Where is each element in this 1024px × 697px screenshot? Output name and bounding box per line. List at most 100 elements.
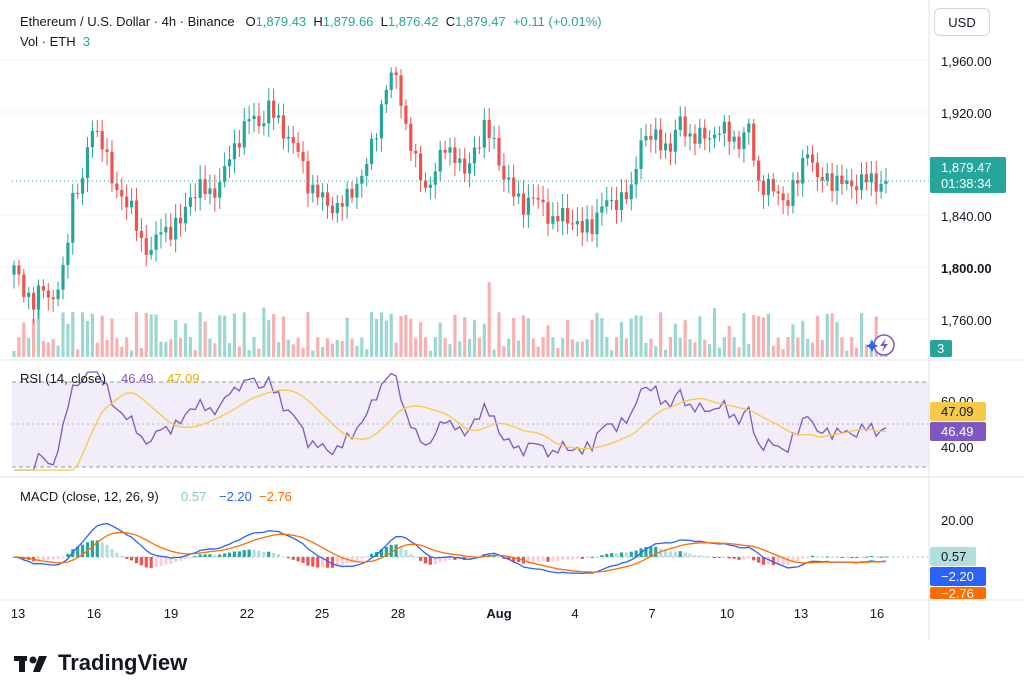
candle-body [840, 175, 844, 184]
macd-hist-bar [512, 557, 516, 562]
volume-bar [272, 314, 276, 357]
macd-hist-bar [722, 557, 726, 558]
candle-body [820, 177, 824, 181]
macd-hist-bar [139, 557, 143, 566]
rsi-band [12, 382, 929, 467]
replay-icon[interactable] [866, 334, 895, 356]
candle-body [472, 147, 477, 164]
macd-hist-bar [232, 551, 237, 557]
macd-hist-bar [659, 548, 663, 557]
candle-body [321, 192, 325, 198]
candle-body [565, 207, 570, 224]
macd-title: MACD (close, 12, 26, 9) [20, 489, 159, 504]
candle-body [752, 123, 756, 161]
candle-body [835, 175, 839, 191]
volume-bar [561, 337, 565, 357]
candle-body [17, 265, 21, 275]
candle-body [610, 200, 614, 202]
candle-body [791, 180, 795, 206]
macd-hist-bar [761, 557, 766, 565]
macd-hist-bar [663, 549, 668, 557]
volume-bar [428, 350, 432, 357]
volume-bar [742, 313, 746, 357]
volume-bar [129, 350, 134, 357]
currency-button[interactable]: USD [934, 8, 990, 36]
candle-body [497, 137, 501, 166]
candles[interactable] [12, 66, 888, 324]
macd-hist-bar [855, 557, 859, 558]
high-value: 1,879.66 [322, 14, 374, 29]
candle-body [105, 149, 109, 152]
volume-bar [815, 315, 820, 357]
volume-bar [678, 337, 682, 357]
candle-body [781, 193, 785, 201]
volume-bar [193, 350, 197, 357]
volume-bars [12, 282, 888, 357]
volume-bar [438, 322, 442, 357]
candle-body [561, 207, 565, 222]
candle-body [879, 183, 883, 192]
macd-hist-bar [365, 556, 369, 558]
volume-bar [806, 338, 810, 357]
volume-bar [663, 349, 668, 357]
macd-hist-bar [325, 557, 330, 568]
hist-tag-value: 0.57 [941, 549, 966, 564]
volume-bar [575, 341, 579, 357]
candle-body [521, 193, 526, 215]
candle-body [864, 174, 868, 183]
candle-body [384, 89, 388, 105]
volume-bar [267, 320, 271, 357]
candle-body [605, 200, 609, 207]
macd-hist-bar [340, 557, 344, 566]
candle-body [139, 231, 143, 239]
volume-bar [771, 345, 775, 357]
volume-bar [845, 350, 849, 357]
volume-bar [463, 317, 467, 357]
macd-hist-bar [41, 557, 45, 560]
candle-body [374, 138, 379, 140]
signal-tag [930, 587, 986, 599]
candle-body [110, 151, 114, 184]
macd-hist-bar [712, 557, 717, 558]
candle-body [267, 100, 271, 124]
macd-hist-bar [776, 557, 780, 566]
candle-body [159, 232, 163, 235]
candle-body [247, 119, 251, 122]
macd-hist-bar [796, 557, 800, 562]
candle-body [585, 219, 589, 233]
candle-body [708, 138, 712, 140]
volume-bar [600, 318, 604, 357]
volume-bar [345, 317, 349, 357]
candle-body [12, 265, 16, 275]
volume-bar [105, 340, 109, 357]
volume-bar [311, 350, 315, 357]
price-tick-1960: 1,960.00 [941, 54, 992, 69]
volume-bar [433, 337, 437, 357]
macd-hist-bar [791, 557, 795, 563]
volume-bar [654, 346, 658, 357]
candle-body [80, 178, 85, 194]
macd-hist-bar [134, 557, 139, 564]
volume-bar [761, 317, 766, 357]
time-tick: 7 [648, 606, 655, 621]
candle-body [516, 193, 521, 197]
volume-bar [727, 325, 731, 357]
time-tick: 13 [794, 606, 808, 621]
volume-bar [56, 345, 60, 357]
volume-bar [66, 323, 70, 357]
volume-bar [154, 314, 158, 357]
volume-bar [796, 337, 800, 357]
volume-bar [350, 338, 354, 357]
volume-bar [409, 318, 413, 357]
candle-body [448, 147, 452, 153]
macd-hist-bar [203, 554, 207, 557]
symbol-title[interactable]: Ethereum / U.S. Dollar · 4h · Binance [20, 14, 235, 29]
volume-bar [766, 313, 771, 357]
macd-hist-bar [624, 552, 628, 557]
volume-bar [443, 337, 447, 357]
volume-bar [125, 337, 129, 357]
candle-body [531, 197, 535, 199]
volume-bar [90, 313, 94, 357]
volume-bar [365, 349, 369, 357]
macd-hist-bar [272, 552, 276, 557]
